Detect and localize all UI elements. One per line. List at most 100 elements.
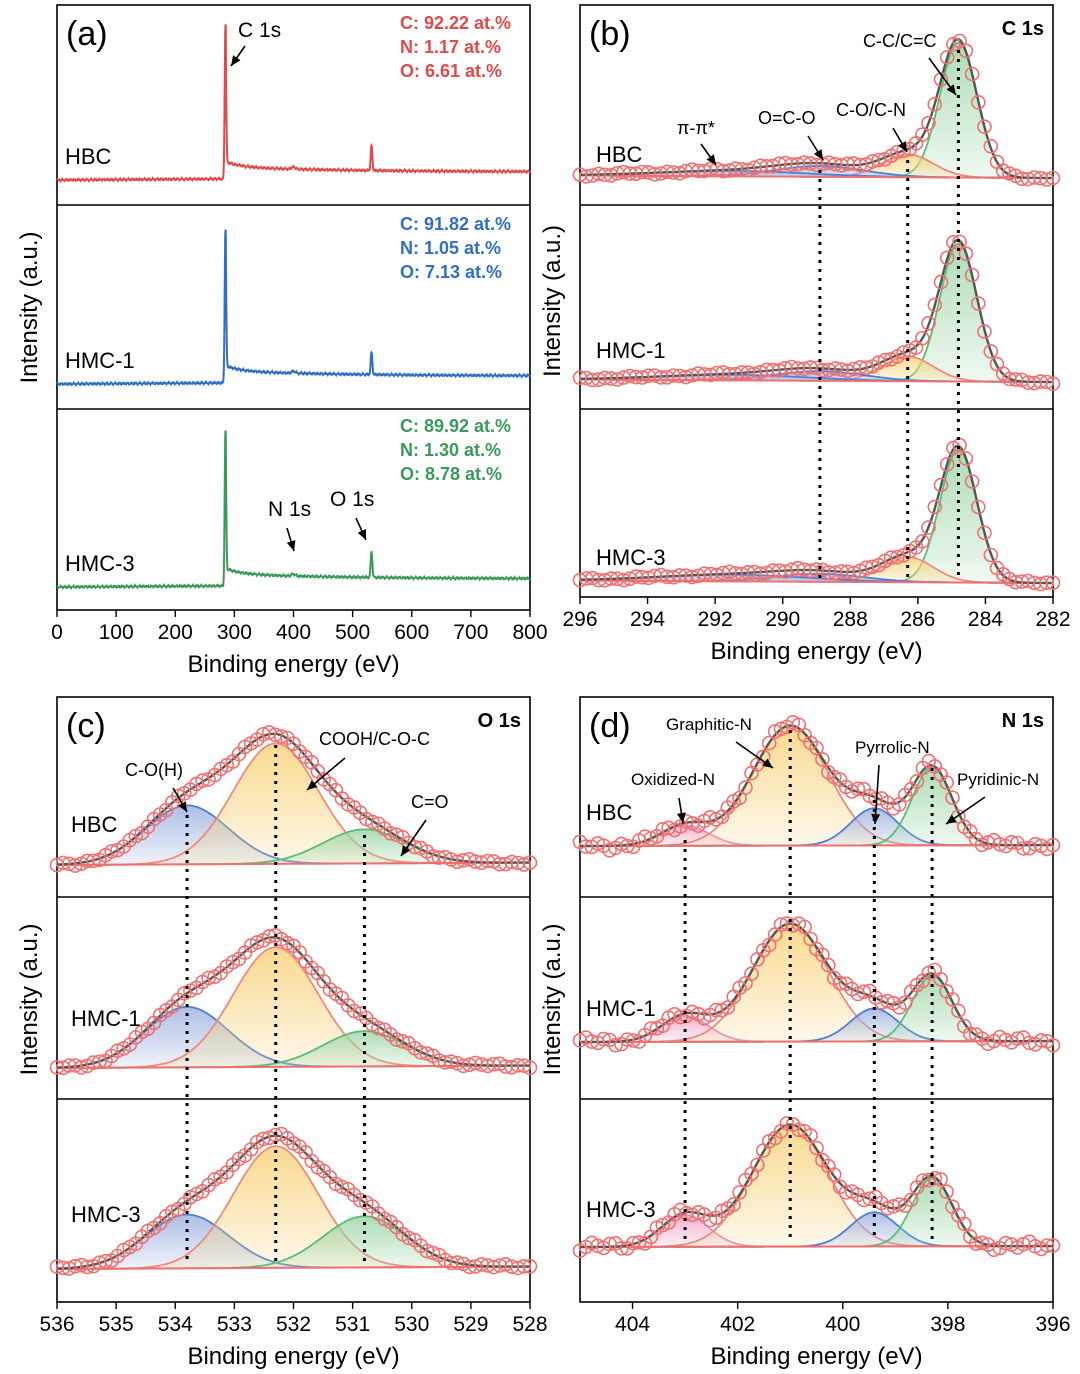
spectrum-d-hbc	[572, 714, 1061, 858]
sample-label-hmc-3: HMC-3	[65, 551, 135, 576]
baseline	[580, 174, 1053, 179]
panel-b-label: (b)	[589, 15, 631, 53]
spectrum-d-hmc-1	[572, 916, 1061, 1053]
data-point	[49, 857, 65, 873]
data-point	[933, 72, 949, 87]
data-point	[261, 725, 277, 740]
data-point	[939, 1184, 954, 1199]
data-point	[80, 1259, 95, 1275]
component-arrow-0-head	[676, 812, 686, 823]
data-point	[522, 855, 538, 870]
data-point	[744, 765, 759, 781]
data-point	[989, 154, 1005, 170]
spectrum-b-hmc-1	[572, 234, 1061, 392]
component-arrow-3-head	[946, 84, 956, 95]
component-fill-c-o-c-n	[580, 356, 1053, 382]
data-point	[974, 1235, 990, 1251]
component-arrow-3-head	[946, 814, 957, 824]
data-point	[832, 1179, 848, 1195]
panel-a-survey: 0 100 200 300 400 500 600 700 800 Binding energy …	[16, 4, 548, 678]
survey-line-hmc-3	[56, 430, 531, 591]
data-point	[474, 1057, 489, 1072]
spectrum-c-hmc-3	[49, 1126, 538, 1276]
data-point	[921, 1172, 937, 1188]
data-point	[946, 235, 961, 250]
data-point	[964, 66, 980, 82]
component-fill-c-o	[57, 829, 530, 865]
data-point	[939, 50, 955, 65]
panel-c-tick-label: 531	[335, 1313, 370, 1336]
data-point	[750, 951, 765, 967]
data-point	[637, 1236, 653, 1251]
spectrum-c-hmc-1	[49, 927, 538, 1076]
comp-1: Graphitic-N	[666, 715, 752, 734]
data-point	[803, 931, 818, 947]
data-point	[785, 918, 801, 933]
data-point	[927, 499, 943, 515]
data-point	[690, 1006, 706, 1022]
data-point	[516, 1259, 532, 1274]
panel-a-xlabel: Binding energy (eV)	[187, 651, 399, 678]
data-point	[340, 1181, 356, 1197]
component-arrow-2-head	[898, 141, 907, 152]
sample-label-hmc-1: HMC-1	[65, 348, 135, 373]
spectrum-b-hmc-3	[572, 437, 1061, 592]
data-point	[431, 850, 447, 866]
data-point	[877, 352, 893, 368]
component-fill-cooh-c-o-c	[57, 947, 530, 1068]
panel-a-tick-label: 0	[51, 621, 63, 644]
data-point	[377, 1022, 392, 1038]
component-fill-pyridinic-n	[580, 767, 1053, 846]
data-point	[998, 838, 1014, 854]
data-point	[933, 1172, 949, 1187]
panel-d-tick-label: 402	[720, 1313, 755, 1336]
component-arrow-1-head	[762, 758, 773, 768]
data-point	[871, 152, 887, 168]
panel-c-tick-label: 529	[453, 1313, 488, 1336]
spectrum-d-hmc-3	[572, 1116, 1061, 1258]
data-point	[933, 477, 949, 493]
data-point	[455, 852, 471, 868]
data-point	[49, 1259, 65, 1274]
panel-d-n1s: 404 402 400 398 396 Binding energy (eV) Intens…	[539, 696, 1071, 1370]
data-point	[958, 246, 974, 261]
data-point	[939, 983, 954, 999]
data-point	[902, 343, 918, 358]
data-point	[983, 344, 999, 359]
data-point	[413, 840, 429, 856]
panel-c-tick-label: 534	[158, 1313, 193, 1336]
data-point	[977, 119, 992, 134]
panel-b-tick-label: 294	[630, 608, 665, 631]
data-point	[897, 1198, 913, 1213]
component-fill-cooh-c-o-c	[57, 743, 530, 865]
composition-text: N: 1.30 at.%	[400, 440, 501, 460]
data-point	[977, 324, 992, 339]
data-point	[815, 752, 830, 767]
panel-d-tick-label: 398	[930, 1313, 965, 1336]
data-point	[55, 1060, 71, 1076]
data-point	[797, 1124, 813, 1139]
component-fill-oxidized-n	[580, 1215, 1053, 1247]
panel-c-tick-label: 536	[39, 1313, 74, 1336]
panel-a-label: (a)	[66, 15, 108, 53]
panel-d-tick-label: 400	[825, 1313, 860, 1336]
comp-1: COOH/C-O-C	[319, 729, 430, 749]
sample-label-hmc-1: HMC-1	[71, 1006, 141, 1031]
data-point	[921, 315, 936, 331]
component-fill-c-c-c-c	[580, 449, 1053, 583]
component-fill-c-o	[57, 1216, 530, 1269]
comp-3: Pyridinic-N	[957, 770, 1039, 789]
baseline	[582, 1245, 1053, 1248]
panel-c-xlabel: Binding energy (eV)	[187, 1343, 399, 1370]
data-point	[419, 1046, 435, 1061]
panel-c-tick-label: 530	[394, 1313, 429, 1336]
data-point	[55, 1260, 71, 1276]
data-point	[389, 827, 404, 843]
component-arrow-1-head	[307, 780, 318, 790]
data-point	[631, 1235, 647, 1250]
data-point	[358, 1195, 374, 1210]
data-point	[921, 520, 936, 535]
data-point	[92, 852, 107, 868]
panel-c-tick-label: 533	[217, 1313, 252, 1336]
